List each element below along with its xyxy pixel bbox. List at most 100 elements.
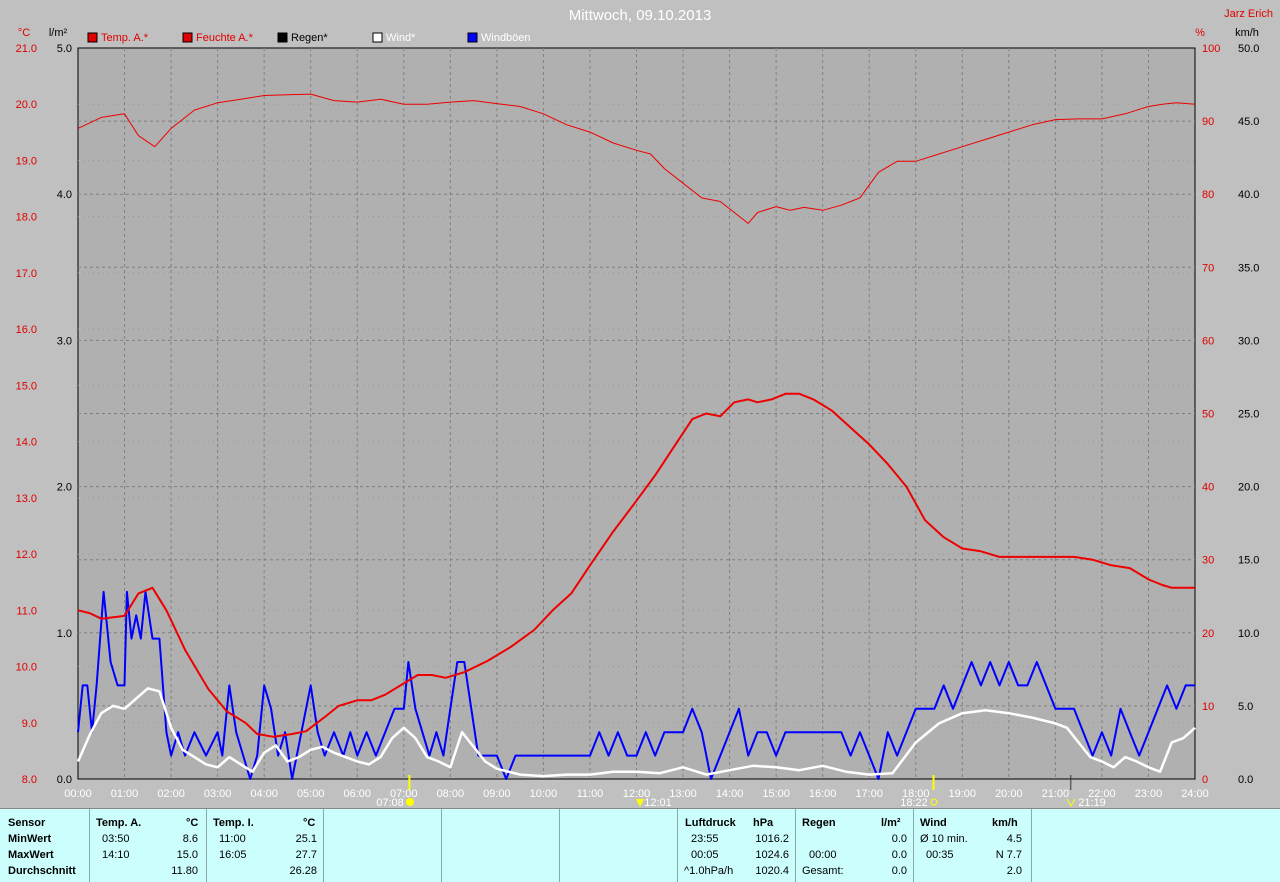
pressure-min-value: 1016.2 (755, 833, 789, 845)
temp-i-max-value: 27.7 (295, 849, 317, 861)
wind-axis-tick: 15.0 (1238, 555, 1259, 567)
x-tick-label: 04:00 (250, 788, 278, 800)
temp-a-avg-value: 11.80 (171, 865, 198, 877)
sunset-time: 18:22 (900, 797, 928, 808)
rain-value-2: 0.0 (891, 849, 907, 861)
series-line-windb-en (77, 590, 1195, 780)
stats-divider (206, 809, 207, 882)
moonset-time: 21:19 (1078, 797, 1106, 808)
wind-avg-value: 4.5 (1006, 833, 1022, 845)
sensor-header: Sensor (8, 817, 46, 829)
temp-axis-tick: 16.0 (16, 324, 37, 336)
x-tick-label: 10:00 (530, 788, 558, 800)
rain-time: 00:00 (809, 849, 837, 861)
x-tick-label: 18:00 (902, 788, 930, 800)
series-line-wind (76, 687, 1196, 778)
row-label-min: MinWert (8, 833, 52, 845)
temp-a-title: Temp. A. (96, 817, 142, 829)
pressure-avg-value: 1020.4 (755, 865, 789, 877)
temp-i-unit: °C (303, 817, 316, 829)
stats-divider (559, 809, 560, 882)
weather-chart: 00:00 01:00 02:00 03:00 04:00 05:00 06:00 07:00… (15, 7, 1273, 808)
temp-axis-tick: 20.0 (16, 99, 37, 111)
wind-axis-tick: 35.0 (1238, 262, 1259, 274)
humidity-axis-tick: 0 (1202, 774, 1208, 786)
x-tick-label: 03:00 (204, 788, 232, 800)
temp-axis-tick: 18.0 (16, 212, 37, 224)
legend-swatch-humidity (182, 32, 193, 43)
temp-i-min-time: 11:00 (219, 833, 246, 845)
legend-swatch-rain (277, 32, 288, 43)
series-layer (76, 93, 1196, 780)
temp-a-unit: °C (186, 817, 199, 829)
row-label-max: MaxWert (8, 849, 54, 861)
legend-label-temp: Temp. A.* (101, 32, 149, 44)
stats-divider (795, 809, 796, 882)
x-tick-label: 01:00 (111, 788, 139, 800)
humidity-axis-tick: 80 (1202, 189, 1214, 201)
x-tick-label: 20:00 (995, 788, 1023, 800)
stats-divider (1031, 809, 1032, 882)
x-tick-label: 24:00 (1181, 788, 1209, 800)
pressure-trend: ^1.0hPa/h (684, 865, 734, 877)
wind-axis-tick: 30.0 (1238, 335, 1259, 347)
x-tick-label: 11:00 (577, 788, 604, 800)
x-tick-label: 15:00 (762, 788, 790, 800)
chart-title: Mittwoch, 09.10.2013 (569, 7, 712, 24)
temp-axis-tick: 10.0 (16, 662, 37, 674)
x-tick-label: 08:00 (437, 788, 465, 800)
x-tick-label: 06:00 (343, 788, 371, 800)
wind-unit-label: km/h (1235, 27, 1259, 39)
wind-axis-tick: 10.0 (1238, 628, 1259, 640)
legend-swatch-wind (372, 32, 383, 43)
humidity-axis-tick: 20 (1202, 628, 1214, 640)
stats-divider (913, 809, 914, 882)
stats-panel: Sensor MinWert MaxWert Durchschnitt Temp… (0, 808, 1280, 882)
rain-unit: l/m² (881, 817, 901, 829)
temp-i-min-value: 25.1 (295, 833, 317, 845)
legend-label-rain: Regen* (291, 32, 328, 44)
author-label: Jarz Erich (1224, 8, 1273, 20)
rain-axis-tick: 4.0 (57, 189, 72, 201)
pressure-max-value: 1024.6 (755, 849, 789, 861)
series-line-feuchte-a (77, 93, 1196, 224)
wind-axis-tick: 40.0 (1238, 189, 1259, 201)
x-tick-label: 05:00 (297, 788, 325, 800)
x-tick-label: 12:00 (623, 788, 651, 800)
x-tick-label: 02:00 (157, 788, 185, 800)
rain-title: Regen (802, 817, 836, 829)
wind-axis-tick: 50.0 (1238, 43, 1259, 55)
wind-unit: km/h (992, 817, 1018, 829)
x-tick-label: 22:00 (1088, 788, 1116, 800)
humidity-unit-label: % (1195, 27, 1205, 39)
x-tick-label: 16:00 (809, 788, 837, 800)
rain-unit-label: l/m² (49, 27, 68, 39)
rain-axis-tick: 3.0 (57, 335, 72, 347)
gridlines (78, 48, 1195, 779)
wind-avg-label: Ø 10 min. (920, 833, 968, 845)
temp-i-avg-value: 26.28 (289, 865, 317, 877)
pressure-title: Luftdruck (685, 817, 736, 829)
pressure-unit: hPa (753, 817, 774, 829)
rain-axis-tick: 0.0 (57, 774, 72, 786)
sun-markers: 07:08 12:01 18:22 21:19 (376, 775, 1106, 808)
temp-a-max-value: 15.0 (176, 849, 198, 861)
wind-axis-tick: 45.0 (1238, 116, 1259, 128)
sunset-icon (930, 798, 938, 806)
x-tick-label: 13:00 (669, 788, 697, 800)
x-tick-label: 23:00 (1135, 788, 1163, 800)
x-tick-label: 00:00 (64, 788, 92, 800)
legend-label-wind: Wind* (386, 32, 416, 44)
rain-axis-tick: 1.0 (57, 628, 72, 640)
temp-a-min-value: 8.6 (182, 833, 198, 845)
humidity-axis-tick: 40 (1202, 482, 1214, 494)
axis-labels: 00:00 01:00 02:00 03:00 04:00 05:00 06:00 07:00… (16, 43, 1260, 800)
x-tick-label: 21:00 (1042, 788, 1070, 800)
legend-label-gusts: Windböen (481, 32, 531, 44)
temp-axis-tick: 12.0 (16, 549, 37, 561)
stats-divider (89, 809, 90, 882)
stats-divider (677, 809, 678, 882)
temp-axis-tick: 15.0 (16, 380, 37, 392)
row-label-avg: Durchschnitt (8, 865, 76, 877)
wind-title: Wind (920, 817, 947, 829)
